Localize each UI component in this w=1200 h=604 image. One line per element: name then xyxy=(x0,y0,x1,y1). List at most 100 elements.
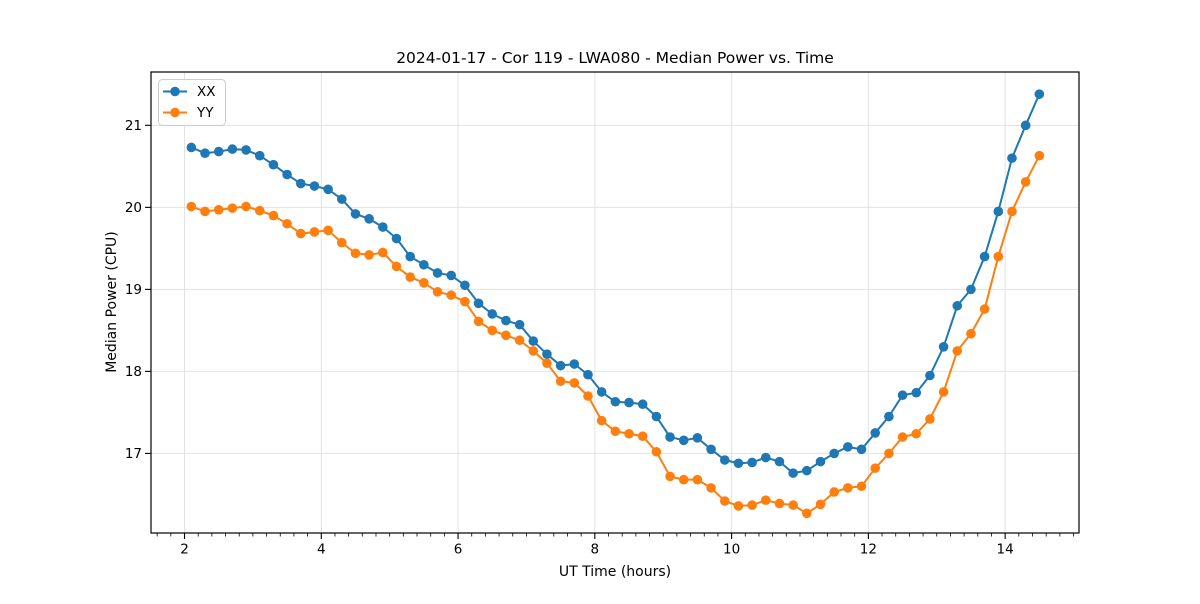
data-point xyxy=(979,251,990,262)
series-xx xyxy=(186,89,1045,478)
data-point xyxy=(350,248,361,259)
chart-title: 2024-01-17 - Cor 119 - LWA080 - Median P… xyxy=(396,49,834,67)
data-point xyxy=(637,399,648,410)
data-point xyxy=(966,284,976,295)
series-line-yy xyxy=(191,155,1041,515)
data-point xyxy=(254,205,265,216)
legend-marker-yy xyxy=(170,107,180,118)
data-point xyxy=(1034,150,1045,161)
data-point xyxy=(446,270,457,281)
data-point xyxy=(925,370,935,381)
data-point xyxy=(678,435,689,446)
axes-ticks: 2 4 6 8 10 12 14 17 18 19 20 21 xyxy=(125,118,1074,558)
data-point xyxy=(774,498,785,509)
x-axis-label: UT Time (hours) xyxy=(559,564,671,580)
data-point xyxy=(993,251,1004,262)
data-point xyxy=(555,376,566,387)
x-tick-label: 6 xyxy=(454,542,463,558)
y-tick-label: 21 xyxy=(125,118,142,134)
series-yy xyxy=(186,150,1045,519)
data-point xyxy=(542,349,552,359)
data-point xyxy=(596,387,607,397)
data-point xyxy=(501,315,511,326)
data-point xyxy=(870,463,881,473)
data-point xyxy=(268,210,279,221)
data-point xyxy=(993,206,1004,217)
data-point xyxy=(897,390,908,400)
data-point xyxy=(501,330,511,341)
data-point xyxy=(802,465,812,476)
data-point xyxy=(719,496,730,506)
data-point xyxy=(432,287,443,297)
data-point xyxy=(200,206,210,217)
data-point xyxy=(856,444,867,455)
data-point xyxy=(200,148,210,159)
data-point xyxy=(282,218,292,229)
data-point xyxy=(295,228,306,239)
x-tick-label: 14 xyxy=(997,542,1014,558)
data-point xyxy=(651,446,662,457)
data-point xyxy=(1007,153,1017,163)
grid xyxy=(151,72,1079,533)
y-tick-label: 17 xyxy=(125,446,142,462)
data-point xyxy=(733,458,744,469)
data-point xyxy=(843,483,853,493)
data-point xyxy=(911,428,922,439)
data-point xyxy=(460,280,470,291)
data-point xyxy=(1020,177,1031,187)
data-point xyxy=(323,225,333,236)
data-point xyxy=(391,233,402,244)
data-point xyxy=(760,452,771,463)
data-point xyxy=(815,499,826,510)
data-point xyxy=(186,142,197,153)
data-point xyxy=(391,261,402,272)
data-point xyxy=(419,259,429,270)
data-point xyxy=(487,309,498,319)
data-point xyxy=(309,227,320,237)
data-point xyxy=(336,194,347,204)
data-point xyxy=(378,247,388,258)
data-point xyxy=(610,426,621,437)
data-point xyxy=(596,415,607,426)
data-point xyxy=(186,201,197,212)
data-point xyxy=(446,290,457,300)
data-point xyxy=(213,146,224,157)
data-point xyxy=(213,205,224,215)
data-point xyxy=(706,483,716,493)
legend-label-xx: XX xyxy=(197,84,216,100)
data-point xyxy=(733,501,744,511)
data-point xyxy=(241,201,251,212)
data-point xyxy=(815,456,826,467)
data-point xyxy=(624,428,634,439)
data-point xyxy=(843,442,853,452)
series xyxy=(186,89,1045,519)
data-point xyxy=(760,495,771,505)
data-point xyxy=(938,387,949,397)
data-point xyxy=(802,508,812,519)
data-point xyxy=(364,214,374,224)
data-point xyxy=(309,181,320,191)
data-point xyxy=(952,346,963,356)
data-point xyxy=(583,369,593,380)
legend: XX YY xyxy=(158,79,226,126)
data-point xyxy=(405,251,415,262)
x-tick-label: 4 xyxy=(317,542,326,558)
data-point xyxy=(528,346,539,356)
data-point xyxy=(254,150,265,161)
x-tick-label: 2 xyxy=(180,542,189,558)
data-point xyxy=(829,487,839,497)
data-point xyxy=(350,209,361,219)
data-point xyxy=(295,178,306,189)
data-point xyxy=(583,391,593,401)
data-point xyxy=(884,448,894,459)
data-point xyxy=(1034,89,1045,99)
series-line-xx xyxy=(190,93,1041,475)
data-point xyxy=(241,145,251,155)
data-point xyxy=(979,304,990,314)
data-point xyxy=(323,184,333,195)
data-point xyxy=(747,500,757,510)
x-tick-label: 8 xyxy=(591,542,600,558)
data-point xyxy=(911,387,922,398)
